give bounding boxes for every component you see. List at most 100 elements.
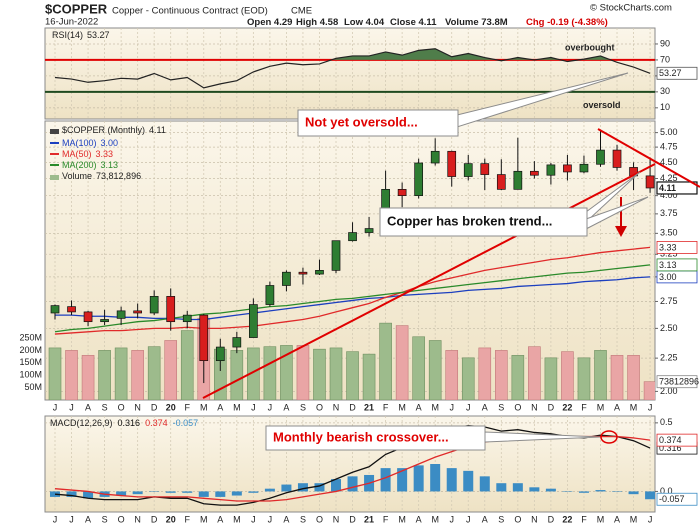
legend-marker xyxy=(50,129,59,134)
candle-body xyxy=(149,296,159,314)
x-tick-label: A xyxy=(217,514,223,524)
histogram-bar xyxy=(645,491,655,500)
histogram-bar xyxy=(165,491,176,493)
volume-bar xyxy=(379,322,392,400)
volume-bar xyxy=(445,350,459,400)
volume-bar xyxy=(428,340,442,400)
histogram-bar xyxy=(380,468,391,492)
histogram-bar xyxy=(314,483,325,492)
candle-body xyxy=(249,304,258,338)
value-tag-label: 0.374 xyxy=(659,435,682,445)
x-tick-label: M xyxy=(398,402,406,412)
legend-title: MACD(12,26,9) xyxy=(50,418,113,428)
x-tick-label: 22 xyxy=(562,402,572,412)
value-tag: 3.33 xyxy=(656,241,698,254)
x-tick-label: O xyxy=(118,402,125,412)
y-tick-label: 5.00 xyxy=(660,127,678,137)
candle-body xyxy=(67,306,76,313)
value-tag-label: 73812896 xyxy=(659,377,699,387)
volume-bar xyxy=(147,346,161,400)
volume-bar xyxy=(643,381,655,400)
histogram-bar xyxy=(116,491,127,496)
histogram-bar xyxy=(248,491,259,493)
y-tick-label: 4.25 xyxy=(660,173,678,183)
trend-line xyxy=(202,163,656,399)
date: 16-Jun-2022 xyxy=(45,17,98,28)
quote: Open 4.29 High 4.58 Low 4.04 Close 4.11 … xyxy=(247,17,608,28)
y-tick-label: 2.00 xyxy=(660,386,678,396)
x-tick-label: A xyxy=(614,514,620,524)
histogram-bar xyxy=(496,483,507,492)
volume-bar xyxy=(610,355,624,400)
x-tick-label: M xyxy=(233,514,241,524)
legend-value: 4.11 xyxy=(149,125,166,135)
candle-body xyxy=(133,310,142,314)
x-tick-label: A xyxy=(85,402,91,412)
volume-tick-label: 250M xyxy=(19,332,42,342)
candle-body xyxy=(298,271,308,275)
x-tick-label: O xyxy=(514,514,521,524)
volume-bar xyxy=(561,351,574,400)
x-tick-label: J xyxy=(466,402,471,412)
x-tick-label: A xyxy=(283,514,289,524)
callout-text: Monthly bearish crossover... xyxy=(273,429,449,444)
quote-item: High 4.58 xyxy=(296,17,338,28)
x-tick-label: M xyxy=(630,514,638,524)
candle-body xyxy=(414,162,424,196)
x-tick-label: 21 xyxy=(364,514,374,524)
x-tick-label: M xyxy=(431,402,439,412)
moving-average-line xyxy=(54,246,651,335)
x-tick-label: A xyxy=(85,514,91,524)
annotations: Not yet oversold... Copper has broken tr… xyxy=(202,72,700,451)
value-tag: -0.057 xyxy=(656,492,698,506)
rsi-line xyxy=(54,48,651,89)
y-tick-label: 3.50 xyxy=(660,228,678,238)
x-tick-label: N xyxy=(134,514,141,524)
candle-body xyxy=(182,314,192,323)
x-tick-label: M xyxy=(200,402,208,412)
x-tick-label: F xyxy=(383,514,389,524)
x-tick-label: S xyxy=(300,402,306,412)
volume-bar xyxy=(180,330,194,400)
legend-entry: MA(200) 3.13 xyxy=(62,160,118,170)
x-tick-label: N xyxy=(531,402,538,412)
legend-name: MA(200) xyxy=(62,160,97,170)
legend-value: 73,812,896 xyxy=(96,171,141,181)
x-tick-label: J xyxy=(648,402,653,412)
x-tick-label: M xyxy=(597,402,605,412)
y-tick-label: 0.5 xyxy=(660,417,673,427)
value-tag: 73812896 xyxy=(656,375,699,389)
x-tick-label: J xyxy=(69,402,74,412)
volume-bar xyxy=(478,347,492,400)
legend-marker xyxy=(50,153,59,155)
value-tag-label: 3.00 xyxy=(659,272,677,282)
histogram-bar xyxy=(413,465,424,492)
histogram-bar xyxy=(612,491,623,492)
candle-body xyxy=(612,149,622,168)
value-tag-label: 4.11 xyxy=(659,183,676,193)
x-tick-label: J xyxy=(251,514,256,524)
y-tick-label: 0.0 xyxy=(660,486,673,496)
x-tick-label: M xyxy=(431,514,439,524)
x-tick-label: A xyxy=(217,402,223,412)
candle-body xyxy=(397,189,407,196)
value-tag-label: 3.13 xyxy=(659,260,677,270)
y-tick-label: 2.25 xyxy=(660,353,678,363)
value-tag: 4.11 xyxy=(656,181,698,195)
histogram-bar xyxy=(66,491,77,497)
volume-bar xyxy=(627,355,640,400)
x-tick-label: A xyxy=(482,514,488,524)
x-tick-label: D xyxy=(349,514,356,524)
quote-item: Volume 73.8M xyxy=(445,17,508,28)
volume-bar xyxy=(594,350,607,400)
volume-bar xyxy=(577,357,591,400)
x-tick-label: D xyxy=(349,402,356,412)
value-tag-label: 53.27 xyxy=(659,68,682,78)
legend-value: -0.057 xyxy=(173,418,199,428)
histogram-bar xyxy=(297,483,308,492)
candle-body xyxy=(430,150,440,164)
volume-tick-label: 50M xyxy=(24,382,42,392)
volume-bar xyxy=(164,340,178,400)
legend-marker xyxy=(50,164,59,166)
x-tick-label: J xyxy=(449,402,454,412)
